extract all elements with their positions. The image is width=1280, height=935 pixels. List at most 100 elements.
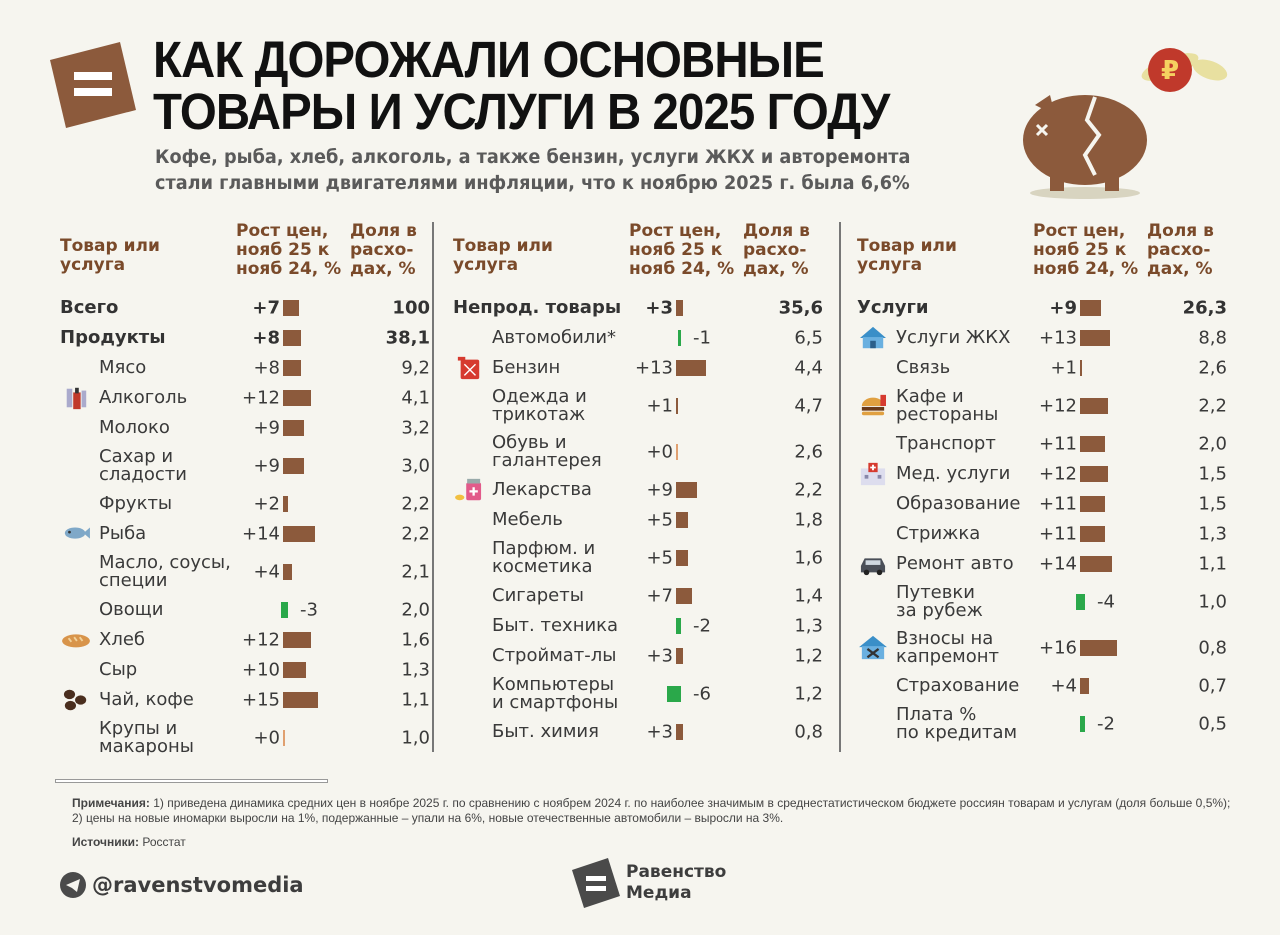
column-divider — [432, 222, 434, 752]
header-line: Товар или — [857, 236, 957, 256]
growth-bar — [676, 588, 693, 604]
header-line: нояб 24, % — [236, 259, 342, 279]
title-line-2: ТОВАРЫ И УСЛУГИ В 2025 ГОДУ — [153, 83, 890, 140]
food-column: Товар или услуга Рост цен, нояб 25 к нояб 24… — [60, 220, 430, 761]
table-row: Обувь и галантерея +0 2,6 — [453, 429, 823, 475]
share-value: 1,3 — [794, 615, 823, 637]
header-share: Доля в расхо-дах, % — [350, 222, 417, 279]
table-row: Компьютеры и смартфоны -6 1,2 — [453, 671, 823, 717]
item-name: Транспорт — [896, 433, 996, 454]
item-name: Взносы на капремонт — [896, 628, 1000, 667]
share-value: 9,2 — [401, 357, 430, 379]
telegram-icon — [60, 872, 86, 898]
nonfood-column: Товар или услуга Рост цен, нояб 25 к нояб 24… — [453, 220, 823, 747]
sources-text: Росстат — [142, 835, 186, 849]
item-name: Сигареты — [492, 585, 584, 606]
growth-value: -2 — [1097, 713, 1115, 735]
growth-value: +11 — [1039, 433, 1077, 455]
table-row: Транспорт +11 2,0 — [857, 429, 1227, 459]
growth-bar — [283, 330, 302, 346]
share-value: 1,3 — [401, 659, 430, 681]
table-row: Ремонт авто +14 1,1 — [857, 549, 1227, 579]
header-line: услуга — [453, 255, 519, 275]
telegram-link[interactable]: @ravenstvomedia — [60, 872, 304, 898]
header-line: Рост цен, — [236, 221, 329, 241]
repair-house-icon — [859, 635, 887, 660]
item-name: Чай, кофе — [99, 689, 194, 710]
share-value: 6,5 — [794, 327, 823, 349]
growth-bar — [667, 686, 681, 702]
growth-bar — [283, 420, 304, 436]
share-value: 3,0 — [401, 455, 430, 477]
item-name: Крупы и макароны — [99, 718, 194, 757]
item-name: Автомобили* — [492, 327, 617, 348]
column-header: Товар или услуга Рост цен, нояб 25 к нояб 24… — [857, 220, 1227, 293]
share-value: 1,8 — [794, 509, 823, 531]
ravenstvo-logo — [50, 42, 136, 128]
item-name: Услуги — [857, 297, 929, 318]
growth-bar — [281, 602, 288, 618]
item-name: Мебель — [492, 509, 563, 530]
share-value: 1,6 — [794, 547, 823, 569]
page-title: КАК ДОРОЖАЛИ ОСНОВНЫЕ ТОВАРЫ И УСЛУГИ В … — [153, 34, 890, 140]
share-value: 1,3 — [1198, 523, 1227, 545]
item-name: Лекарства — [492, 479, 592, 500]
fuel-can-icon — [457, 356, 480, 380]
growth-value: +0 — [646, 441, 673, 463]
header-line: дах, % — [1147, 259, 1213, 279]
item-name: Непрод. товары — [453, 297, 622, 318]
broken-piggy-bank-icon: ₽ — [1023, 48, 1228, 199]
brand-name-line-1: Равенство — [626, 862, 727, 882]
growth-value: -1 — [693, 327, 711, 349]
share-value: 35,6 — [778, 297, 823, 319]
growth-bar — [283, 496, 288, 512]
item-name: Бензин — [492, 357, 561, 378]
growth-bar — [1080, 300, 1101, 316]
ruble-coin-icon: ₽ — [1161, 56, 1179, 86]
growth-bar — [676, 512, 688, 528]
item-name: Фрукты — [99, 493, 173, 514]
table-row: Алкоголь +12 4,1 — [60, 383, 430, 413]
table-row: Образование +11 1,5 — [857, 489, 1227, 519]
header-line: дах, % — [350, 259, 416, 279]
growth-bar — [678, 330, 681, 346]
item-name: Одежда и трикотаж — [492, 386, 587, 425]
header-line: Доля в — [350, 221, 417, 241]
table-row: Сахар и сладости +9 3,0 — [60, 443, 430, 489]
table-row: Хлеб +12 1,6 — [60, 625, 430, 655]
header-line: дах, % — [743, 259, 809, 279]
table-row: Лекарства +9 2,2 — [453, 475, 823, 505]
alcohol-bottles-icon — [66, 387, 87, 410]
house-icon — [860, 326, 886, 349]
growth-bar — [1080, 466, 1108, 482]
growth-bar — [283, 300, 300, 316]
header-line: нояб 25 к — [1033, 240, 1127, 260]
table-row: Рыба +14 2,2 — [60, 519, 430, 549]
item-name: Связь — [896, 357, 951, 378]
growth-bar — [283, 730, 285, 746]
item-name: Компьютеры и смартфоны — [492, 674, 619, 713]
growth-value: +11 — [1039, 493, 1077, 515]
header-line: Товар или — [60, 236, 160, 256]
table-row: Продукты +8 38,1 — [60, 323, 430, 353]
growth-bar — [676, 300, 683, 316]
growth-bar — [283, 390, 311, 406]
share-value: 0,8 — [1198, 637, 1227, 659]
growth-value: +3 — [646, 721, 673, 743]
table-row: Парфюм. и косметика +5 1,6 — [453, 535, 823, 581]
growth-value: +9 — [253, 417, 280, 439]
item-name: Ремонт авто — [896, 553, 1014, 574]
header-growth: Рост цен, нояб 25 к нояб 24, % — [236, 222, 341, 279]
share-value: 4,7 — [794, 395, 823, 417]
item-name: Овощи — [99, 599, 164, 620]
share-value: 1,6 — [401, 629, 430, 651]
table-row: Сыр +10 1,3 — [60, 655, 430, 685]
share-value: 2,0 — [401, 599, 430, 621]
share-value: 1,2 — [794, 645, 823, 667]
item-name: Услуги ЖКХ — [896, 327, 1011, 348]
subtitle: Кофе, рыба, хлеб, алкоголь, а также бенз… — [155, 144, 910, 196]
item-name: Масло, соусы, специи — [99, 552, 231, 591]
share-value: 8,8 — [1198, 327, 1227, 349]
growth-bar — [1080, 496, 1106, 512]
car-icon — [860, 558, 886, 576]
